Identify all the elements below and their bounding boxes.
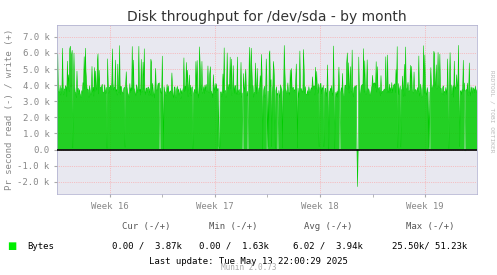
Text: Min (-/+): Min (-/+) xyxy=(209,222,258,231)
Text: Cur (-/+): Cur (-/+) xyxy=(122,222,171,231)
Text: ■: ■ xyxy=(7,241,17,251)
Text: Munin 2.0.73: Munin 2.0.73 xyxy=(221,263,276,272)
Text: 25.50k/ 51.23k: 25.50k/ 51.23k xyxy=(392,242,468,251)
Text: RRDTOOL / TOBI OETIKER: RRDTOOL / TOBI OETIKER xyxy=(490,70,495,153)
Text: Max (-/+): Max (-/+) xyxy=(406,222,454,231)
Text: 0.00 /  3.87k: 0.00 / 3.87k xyxy=(112,242,181,251)
Text: Bytes: Bytes xyxy=(27,242,54,251)
Text: 6.02 /  3.94k: 6.02 / 3.94k xyxy=(293,242,363,251)
Y-axis label: Pr second read (-) / write (+): Pr second read (-) / write (+) xyxy=(5,29,14,190)
Text: Avg (-/+): Avg (-/+) xyxy=(304,222,352,231)
Text: Last update: Tue May 13 22:00:29 2025: Last update: Tue May 13 22:00:29 2025 xyxy=(149,257,348,266)
Title: Disk throughput for /dev/sda - by month: Disk throughput for /dev/sda - by month xyxy=(127,10,407,24)
Text: 0.00 /  1.63k: 0.00 / 1.63k xyxy=(199,242,268,251)
